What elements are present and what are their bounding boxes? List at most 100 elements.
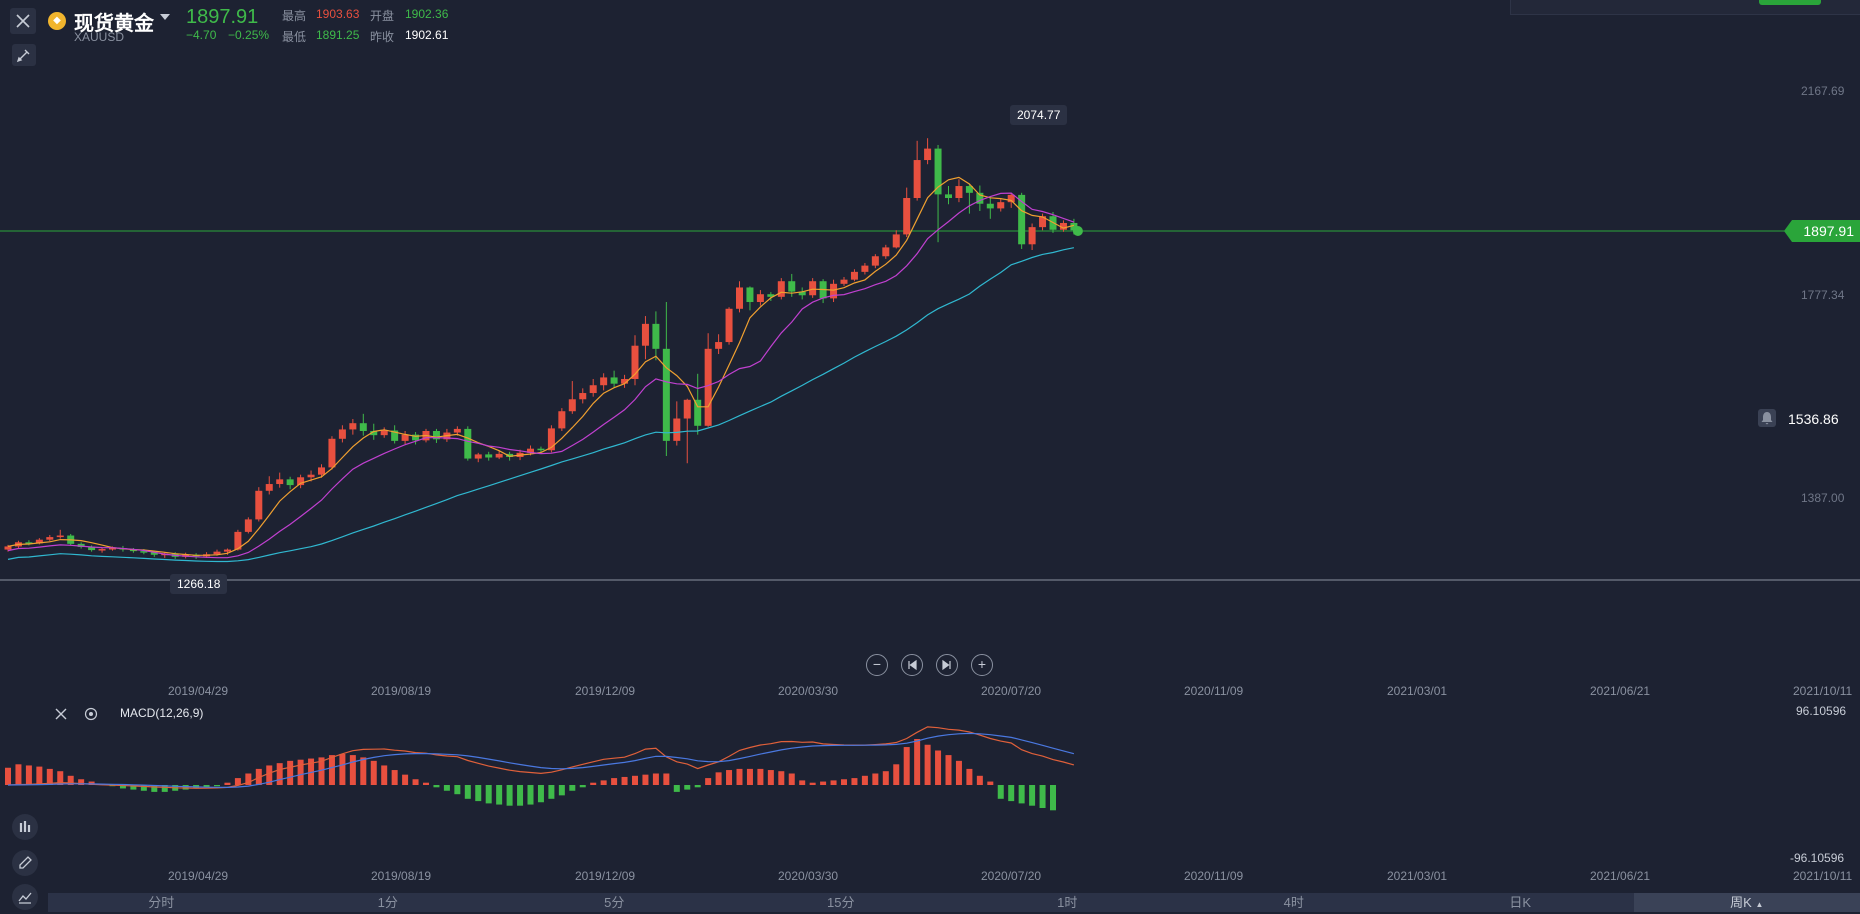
caret-up-icon: ▲ [1755,900,1763,909]
macd-bar [413,779,419,785]
macd-bar [214,785,220,786]
max-price-tooltip: 2074.77 [1010,105,1067,125]
macd-bar [831,780,837,785]
macd-bar [768,770,774,785]
candlestick-chart[interactable] [0,0,1860,640]
date-axis-label: 2021/10/11 [1793,869,1852,883]
trend-line-icon [17,889,33,905]
candle-body [1029,227,1036,244]
candle-body [266,484,273,491]
macd-bar [642,775,648,785]
candles-group [5,138,1078,559]
candle-body [99,549,106,551]
macd-bar [757,769,763,785]
tab-1[interactable]: 分时 [48,893,275,912]
macd-bar [872,774,878,786]
candle-body [914,160,921,198]
tab-7[interactable]: 日K [1407,893,1634,912]
zoom-in-button[interactable]: + [971,654,993,676]
skip-back-icon [902,655,922,675]
chart-type-icon [17,819,33,835]
macd-bar [224,783,230,785]
macd-bar [716,772,722,785]
candle-body [673,419,680,441]
candle-body [308,475,315,478]
macd-bar [925,745,931,785]
scroll-start-button[interactable] [901,654,923,676]
candle-body [809,281,816,295]
candle-body [485,454,492,457]
macd-bar [350,755,356,785]
macd-bar [883,771,889,785]
macd-bar [695,785,701,787]
candle-body [558,411,565,428]
candle-body [893,234,900,247]
macd-bar [611,778,617,785]
macd-bar [946,755,952,785]
drawing-tool-button[interactable] [12,850,38,876]
tab-8[interactable]: 周K ▲ [1634,893,1860,912]
macd-bar [977,776,983,785]
macd-bar [966,769,972,785]
tab-3[interactable]: 5分 [501,893,728,912]
macd-dif-line [8,727,1074,788]
candle-body [736,287,743,308]
macd-bar [15,764,21,785]
candle-body [726,309,733,342]
date-axis-label: 2021/03/01 [1387,869,1447,883]
macd-bar [183,785,189,790]
indicator-tool-button[interactable] [12,814,38,840]
candle-body [57,536,64,538]
macd-bar [287,761,293,785]
macd-bar [538,785,544,802]
macd-chart[interactable] [0,690,1860,870]
macd-bar [381,765,387,785]
date-axis-label: 2020/07/20 [981,684,1041,698]
date-axis-label: 2021/06/21 [1590,684,1650,698]
candle-body [903,198,910,234]
macd-bar [904,747,910,785]
tab-2[interactable]: 1分 [275,893,502,912]
candle-body [579,393,586,399]
macd-bar [36,767,42,785]
date-axis-label: 2021/10/11 [1793,684,1852,698]
candle-body [987,204,994,209]
macd-bar [423,783,429,785]
price-axis-label: 1777.34 [1801,288,1844,302]
macd-bar [454,785,460,794]
candle-body [464,429,471,459]
macd-bar [956,761,962,785]
tab-4[interactable]: 15分 [728,893,955,912]
alert-price-label: 1536.86 [1788,411,1839,427]
macd-bar [893,764,899,785]
macd-bar [789,774,795,786]
bell-icon[interactable] [1758,409,1776,427]
candle-body [454,429,461,433]
macd-bar [507,785,513,806]
compare-tool-button[interactable] [12,884,38,910]
macd-bar [392,770,398,785]
macd-bar [935,751,941,786]
macd-bar [726,770,732,785]
candle-body [663,349,670,441]
macd-bar [360,757,366,785]
candle-body [349,423,356,429]
macd-bar [1029,785,1035,806]
date-axis-label: 2019/08/19 [371,684,431,698]
scroll-end-button[interactable] [936,654,958,676]
candle-body [255,491,262,520]
macd-bar [914,739,920,785]
tab-6[interactable]: 4时 [1181,893,1408,912]
candle-body [955,186,962,198]
zoom-out-button[interactable]: − [866,654,888,676]
macd-histogram [5,739,1056,810]
tab-5[interactable]: 1时 [954,893,1181,912]
macd-bar [1050,785,1056,810]
candle-body [705,349,712,426]
date-axis-label: 2020/07/20 [981,869,1041,883]
macd-bar [705,778,711,785]
timeframe-tabbar: 分时 1分 5分 15分 1时 4时 日K 周K ▲ [48,893,1860,912]
candle-body [1018,195,1025,244]
macd-bar [987,782,993,785]
date-axis-label: 2019/12/09 [575,869,635,883]
